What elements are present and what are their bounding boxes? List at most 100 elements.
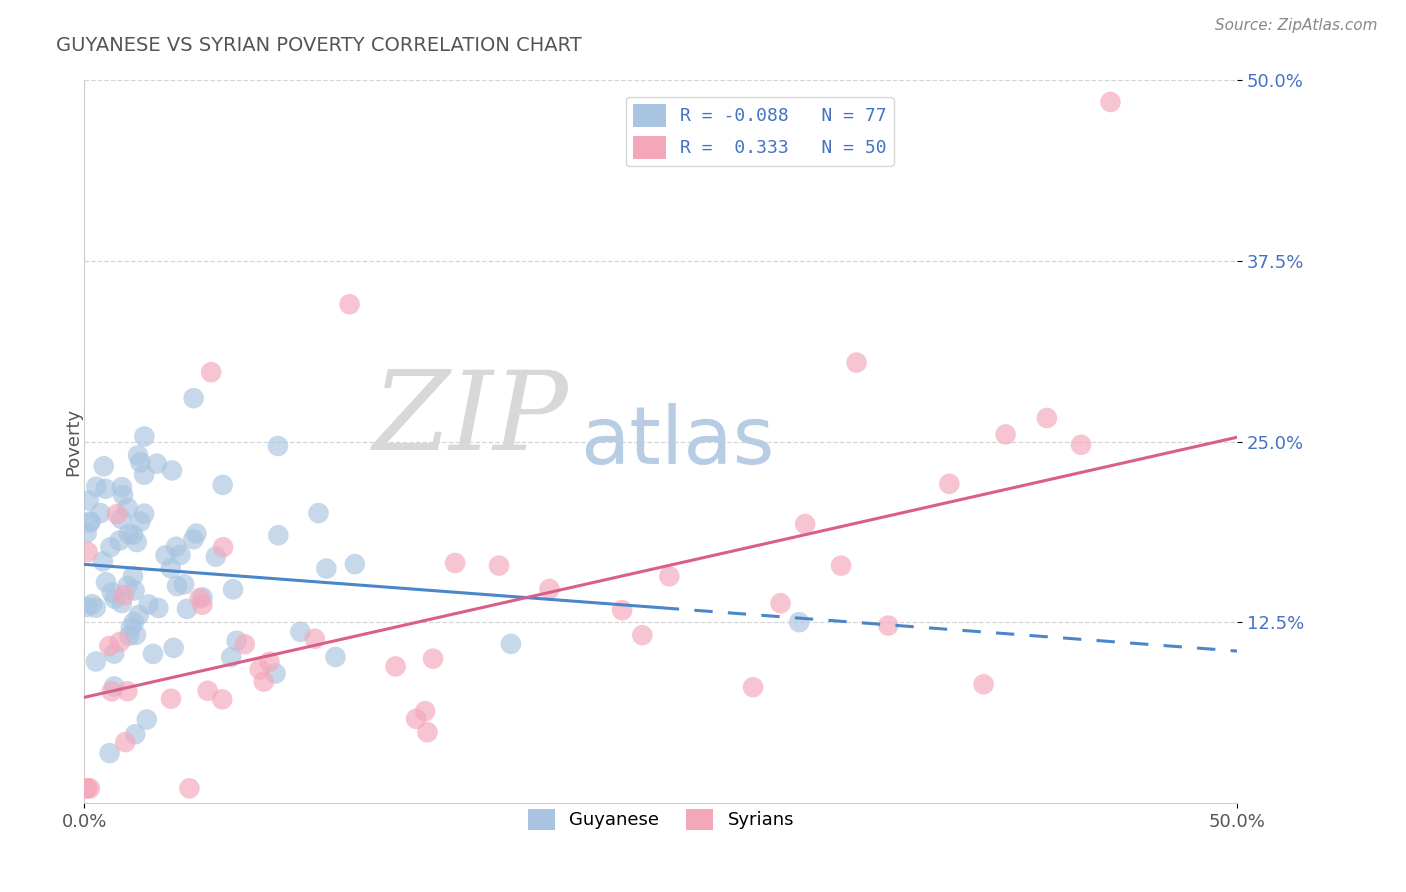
Point (118, 527, 141, 541)
Point (488, 558, 510, 573)
Point (79, 781, 101, 796)
Point (146, 457, 169, 471)
Point (98, 746, 121, 760)
Point (267, 439, 290, 453)
Point (104, 591, 127, 606)
Point (125, 535, 148, 549)
Point (127, 448, 149, 462)
Point (100, 684, 122, 698)
Point (204, 549, 226, 564)
Point (384, 659, 406, 673)
Point (117, 500, 139, 515)
Point (186, 526, 208, 541)
Point (79, 516, 101, 530)
Point (538, 582, 561, 596)
Point (135, 713, 157, 727)
Point (79, 514, 101, 528)
Point (973, 677, 995, 691)
Point (938, 476, 960, 491)
Point (325, 650, 347, 665)
Point (191, 598, 214, 612)
Point (98, 639, 121, 653)
Point (830, 558, 852, 573)
Point (160, 463, 183, 477)
Point (111, 480, 134, 494)
Point (166, 579, 188, 593)
Point (742, 680, 765, 694)
Point (179, 781, 201, 796)
Point (173, 577, 195, 591)
Point (112, 588, 135, 602)
Point (124, 727, 146, 741)
Point (108, 533, 131, 548)
Point (108, 635, 131, 649)
Point (91, 554, 114, 568)
Point (77, 493, 100, 508)
Point (110, 512, 132, 526)
Point (112, 488, 135, 502)
Point (94, 482, 117, 496)
Point (159, 561, 181, 575)
Y-axis label: Poverty: Poverty (65, 408, 82, 475)
Text: atlas: atlas (581, 402, 775, 481)
Point (122, 527, 145, 541)
Point (134, 507, 156, 521)
Point (134, 429, 156, 443)
Point (124, 583, 146, 598)
Point (444, 556, 467, 570)
Text: ZIP: ZIP (373, 366, 568, 474)
Point (264, 666, 287, 681)
Point (120, 620, 142, 634)
Point (129, 455, 152, 469)
Point (499, 637, 522, 651)
Point (212, 540, 235, 554)
Point (612, 603, 634, 617)
Point (76, 781, 98, 796)
Point (416, 725, 439, 739)
Point (76, 526, 98, 541)
Point (188, 591, 211, 606)
Point (111, 596, 134, 610)
Point (191, 591, 214, 605)
Point (769, 596, 792, 610)
Text: GUYANESE VS SYRIAN POVERTY CORRELATION CHART: GUYANESE VS SYRIAN POVERTY CORRELATION C… (56, 36, 582, 54)
Point (658, 569, 681, 583)
Point (84, 655, 107, 669)
Point (125, 628, 148, 642)
Text: Source: ZipAtlas.com: Source: ZipAtlas.com (1215, 18, 1378, 33)
Point (422, 651, 444, 665)
Point (339, 297, 361, 311)
Point (211, 478, 233, 492)
Point (315, 561, 337, 575)
Point (105, 507, 128, 521)
Point (114, 735, 136, 749)
Point (103, 647, 125, 661)
Point (267, 528, 290, 542)
Point (183, 533, 205, 547)
Point (994, 427, 1017, 442)
Point (122, 615, 145, 629)
Point (100, 540, 122, 554)
Point (162, 640, 184, 655)
Point (169, 548, 191, 562)
Point (304, 632, 326, 646)
Point (413, 704, 436, 718)
Point (117, 684, 139, 698)
Point (94, 575, 117, 590)
Point (877, 618, 900, 632)
Point (129, 515, 152, 529)
Point (93, 459, 115, 474)
Point (253, 674, 276, 689)
Point (787, 615, 810, 630)
Point (84, 480, 107, 494)
Point (132, 467, 155, 482)
Point (138, 598, 160, 612)
Point (1099, 95, 1122, 109)
Point (84, 600, 107, 615)
Point (233, 637, 256, 651)
Point (183, 391, 205, 405)
Point (219, 650, 242, 665)
Point (343, 557, 366, 571)
Point (200, 365, 222, 379)
Point (89, 506, 111, 520)
